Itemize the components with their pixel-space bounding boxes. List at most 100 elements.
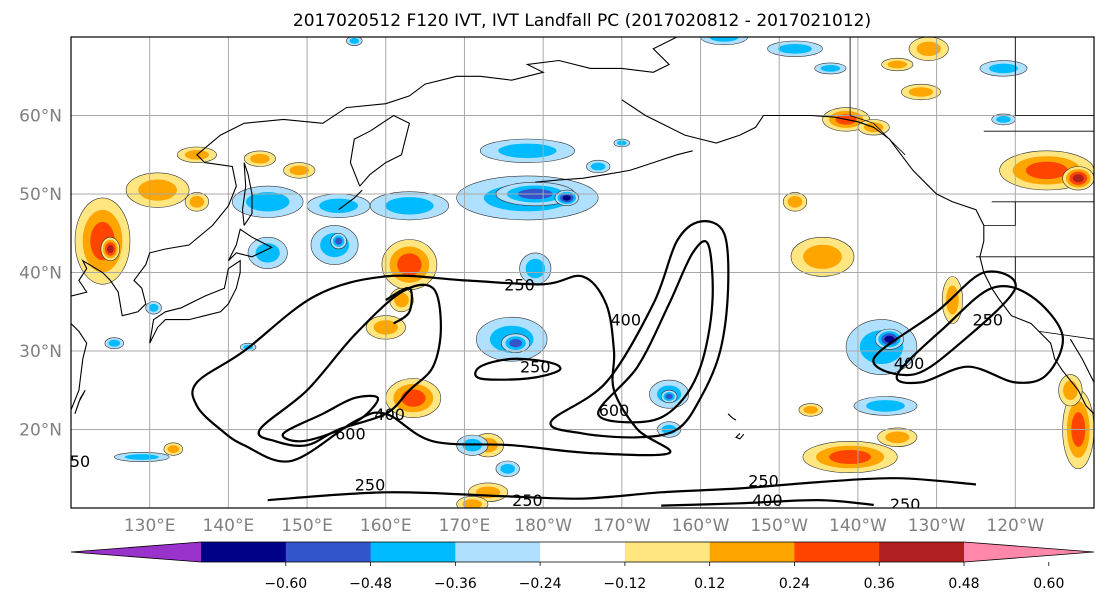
colorbar-bin [370, 542, 456, 562]
ivt-contour-250 [549, 220, 730, 439]
pc-patch-shell [397, 253, 422, 276]
pc-patch-shell [778, 44, 812, 54]
pc-patch-shell [1072, 174, 1084, 183]
ivt-contour-250 [474, 357, 562, 381]
ivt-contour-400 [597, 240, 714, 424]
colorbar-tick-label: −0.48 [349, 576, 392, 592]
coastline [535, 150, 693, 183]
coastline [621, 99, 1094, 415]
coastline [241, 162, 253, 226]
pc-patch [100, 236, 121, 262]
pc-patch-shell [107, 244, 114, 254]
pc-patch [125, 172, 190, 208]
colorbar-extension-low [71, 542, 201, 562]
contour-label: 250 [520, 358, 551, 377]
pc-patch-shell [803, 244, 842, 269]
pc-patch-shell [996, 116, 1011, 123]
political-border [849, 115, 906, 156]
pc-patch [586, 159, 611, 174]
pc-patch-shell [803, 406, 818, 414]
longitude-label: 160°E [360, 516, 412, 536]
contour-label: 250 [890, 495, 921, 514]
pc-patch-shell [124, 454, 159, 460]
pc-patch-shell [319, 198, 358, 213]
colorbar-tick-label: 0.12 [694, 576, 725, 592]
pc-patch [900, 83, 941, 101]
ivt-contour-600 [281, 394, 380, 443]
pc-patch-shell [189, 196, 205, 208]
pc-patch-shell [885, 431, 910, 444]
principal-component-fill [74, 37, 1094, 508]
latitude-label: 50°N [19, 185, 62, 205]
colorbar-outline [70, 541, 1095, 563]
longitude-label: 130°W [908, 516, 966, 536]
pc-patch-shell [1063, 380, 1078, 400]
latitude-label: 40°N [19, 264, 62, 284]
pc-patch-shell [509, 339, 522, 348]
colorbar-tick-label: −0.60 [264, 576, 307, 592]
pc-patch [798, 403, 823, 417]
pc-patch-shell [709, 37, 739, 42]
pc-patch [283, 162, 316, 179]
pc-patch-shell [462, 499, 482, 508]
longitude-label: 170°E [439, 516, 491, 536]
pc-patch-shell [829, 450, 872, 464]
coastline [735, 433, 745, 440]
pc-patch [330, 233, 347, 250]
contour-label: 250 [60, 452, 91, 471]
pc-patch [802, 440, 898, 473]
pc-patch-shell [245, 192, 290, 212]
pc-patch [456, 496, 489, 508]
pc-patch-shell [335, 237, 343, 245]
colorbar-tick-label: 0.36 [864, 576, 895, 592]
pc-patch-shell [250, 153, 270, 164]
pc-patch-shell [887, 60, 907, 69]
ivt-contour-250 [385, 286, 413, 325]
contour-label: 400 [374, 405, 405, 424]
colorbar-bin [455, 542, 541, 562]
pc-patch [114, 451, 170, 462]
pc-patch-shell [394, 292, 409, 308]
coastline [338, 189, 363, 211]
contour-label: 600 [599, 401, 630, 420]
pc-patch-shell [349, 38, 360, 44]
contour-label: 400 [611, 311, 642, 330]
longitude-labels: 130°E 140°E 150°E 160°E 170°E 180°W 170°W 160°W… [124, 516, 1045, 536]
contour-label: 250 [355, 475, 386, 494]
pc-patch [660, 389, 678, 404]
longitude-label: 150°E [281, 516, 333, 536]
colorbar-tick-label: 0.24 [779, 576, 810, 592]
pc-patch-shell [525, 258, 545, 279]
coastline [1069, 338, 1094, 383]
pc-patch-shell [138, 179, 178, 201]
longitude-label: 150°W [750, 516, 808, 536]
pc-patch-shell [590, 162, 606, 171]
pc-patch [790, 236, 855, 277]
pc-patch-shell [1025, 161, 1068, 180]
pc-patch [306, 193, 371, 218]
coastline [349, 114, 411, 187]
longitude-label: 120°W [986, 516, 1044, 536]
coastline [727, 413, 737, 421]
coastline [149, 259, 241, 344]
map-border [70, 36, 1095, 509]
pc-patch-shell [989, 63, 1018, 74]
pc-patch-shell [946, 285, 959, 315]
pc-patch [381, 239, 438, 291]
pc-patch [501, 333, 531, 353]
longitude-label: 160°W [672, 516, 730, 536]
pc-patch [767, 40, 823, 57]
latitude-label: 60°N [19, 107, 62, 127]
pc-patch-shell [908, 87, 934, 97]
colorbar-bin [201, 542, 287, 562]
pc-patch [243, 150, 276, 167]
pc-patch [874, 328, 904, 350]
pc-patch-shell [108, 339, 121, 347]
pc-patch [853, 396, 918, 416]
longitude-label: 140°W [829, 516, 887, 536]
colorbar-bin [709, 542, 795, 562]
colorbar-bin [285, 542, 372, 562]
colorbar-tick-label: −0.24 [519, 576, 562, 592]
